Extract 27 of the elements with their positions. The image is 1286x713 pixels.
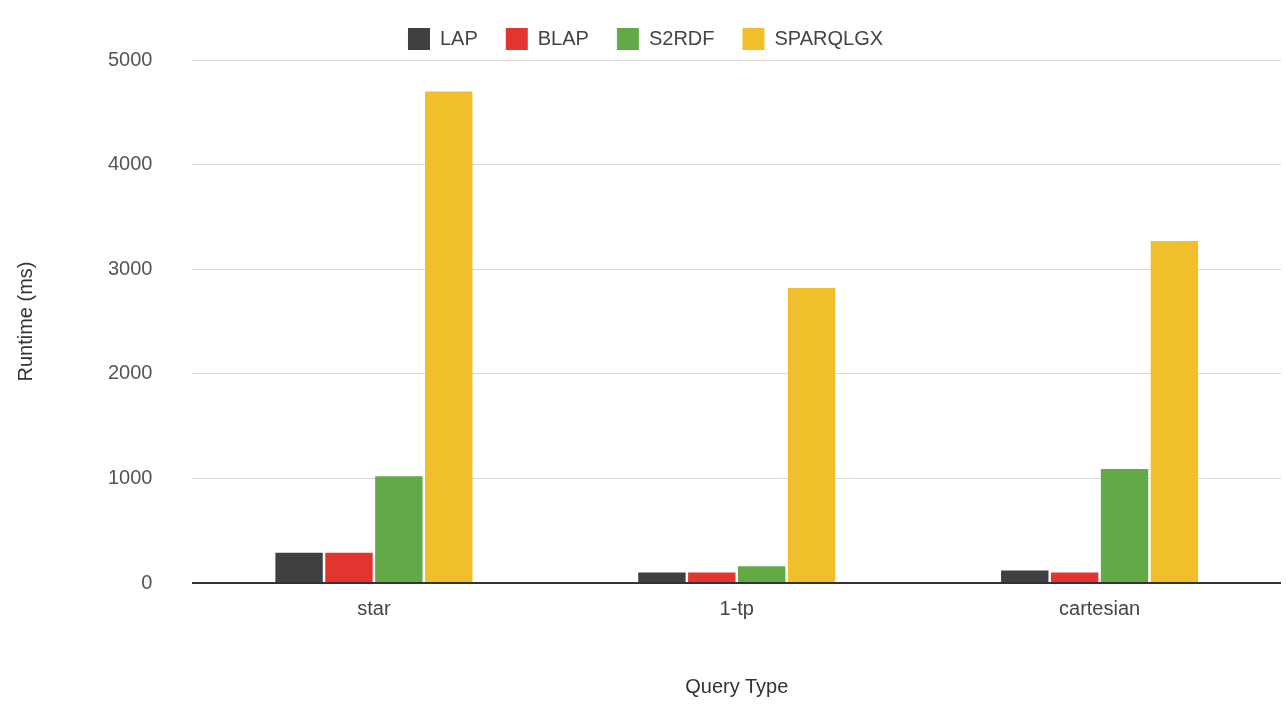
bar [1050,572,1099,582]
legend-label: S2RDF [648,26,715,49]
y-tick-label: 1000 [107,465,153,488]
y-tick-label: 0 [141,570,153,593]
y-tick-label: 2000 [107,361,153,384]
x-tick-label: 1-tp [719,596,754,619]
bar [325,552,373,582]
y-axis-title: Runtime (ms) [13,261,36,382]
bar [375,476,423,582]
legend-label: SPARQLGX [774,26,884,49]
legend-label: BLAP [537,26,589,49]
bar [1100,468,1149,582]
bar [425,91,473,582]
bar [275,552,323,582]
bar [1001,570,1049,582]
bar [1150,240,1199,582]
y-tick-label: 4000 [107,152,153,175]
x-axis-title: Query Type [685,674,789,697]
y-tick-label: 5000 [107,47,153,70]
bar [688,572,736,582]
bar [787,288,836,582]
x-tick-label: star [357,596,391,619]
legend-label: LAP [439,26,478,49]
bar [638,572,686,582]
bar [737,566,786,582]
y-tick-label: 3000 [107,256,153,279]
x-tick-label: cartesian [1059,596,1141,619]
